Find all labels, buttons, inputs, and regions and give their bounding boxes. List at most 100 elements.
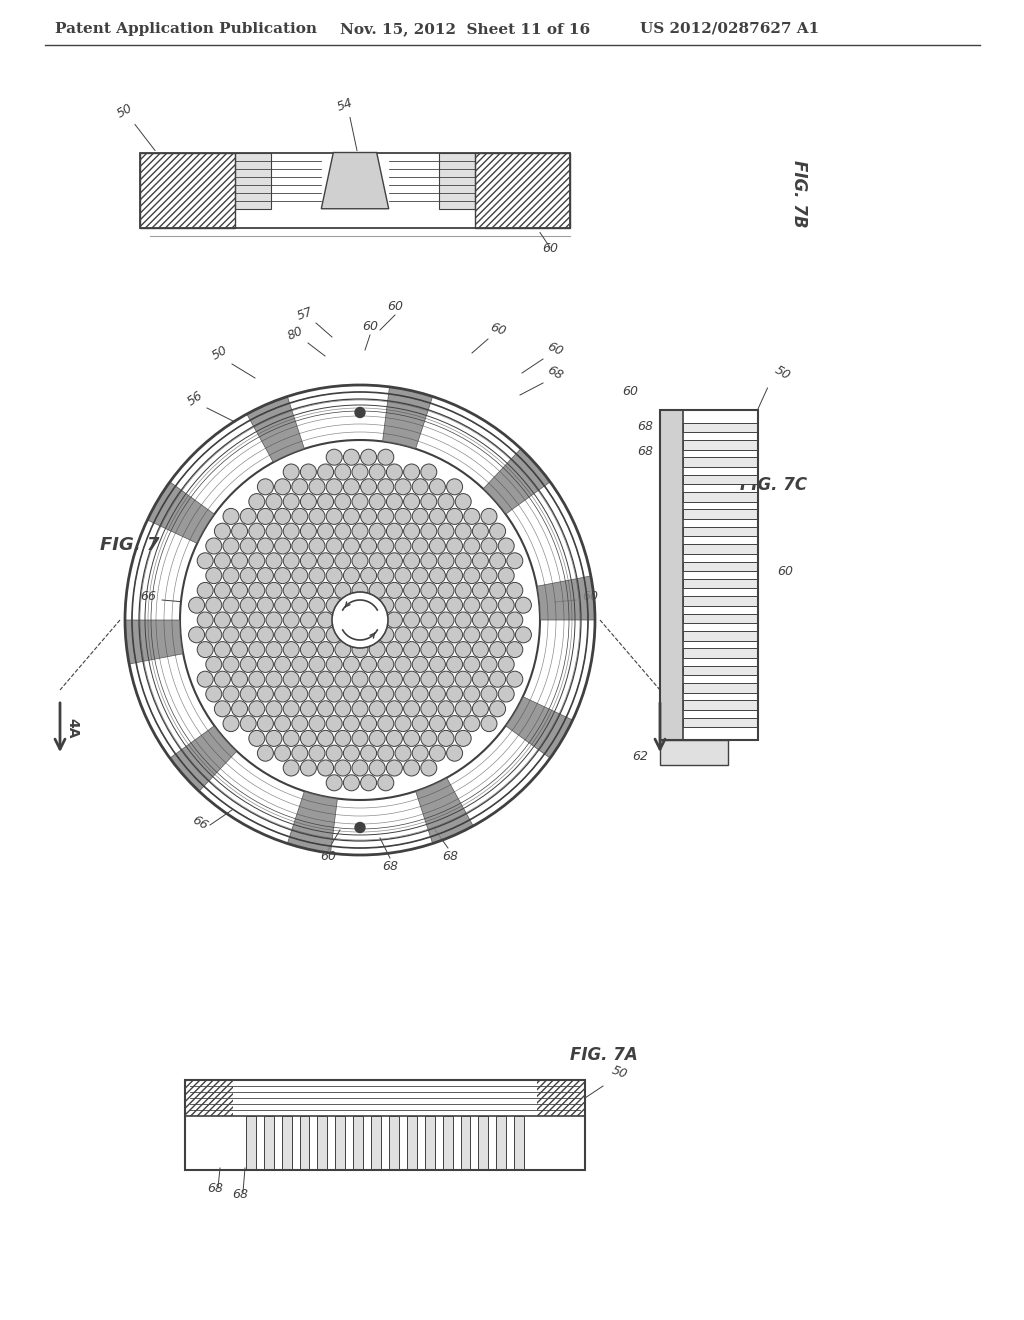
Circle shape — [429, 686, 445, 702]
Circle shape — [241, 568, 256, 583]
Circle shape — [309, 686, 325, 702]
Circle shape — [352, 730, 368, 746]
Circle shape — [489, 671, 506, 688]
Circle shape — [472, 701, 488, 717]
Circle shape — [249, 582, 265, 598]
Circle shape — [403, 701, 420, 717]
Text: 57: 57 — [295, 305, 314, 323]
Circle shape — [438, 612, 454, 628]
Circle shape — [456, 730, 471, 746]
Circle shape — [300, 553, 316, 569]
Bar — [246, 1115, 256, 1170]
Circle shape — [198, 582, 213, 598]
Circle shape — [489, 701, 506, 717]
Text: US 2012/0287627 A1: US 2012/0287627 A1 — [640, 22, 819, 36]
Circle shape — [317, 642, 334, 657]
Bar — [683, 665, 758, 676]
Circle shape — [489, 553, 506, 569]
Circle shape — [352, 494, 368, 510]
Bar — [683, 631, 758, 640]
Polygon shape — [125, 620, 183, 664]
Circle shape — [352, 523, 368, 539]
Circle shape — [481, 656, 497, 672]
Text: 60: 60 — [622, 385, 638, 399]
Circle shape — [421, 523, 437, 539]
Circle shape — [249, 730, 265, 746]
Circle shape — [274, 656, 291, 672]
Circle shape — [378, 597, 394, 614]
Bar — [300, 1115, 309, 1170]
Circle shape — [378, 656, 394, 672]
Circle shape — [284, 582, 299, 598]
Circle shape — [317, 671, 334, 688]
Circle shape — [395, 715, 411, 731]
Polygon shape — [483, 449, 550, 515]
Text: 68: 68 — [637, 420, 653, 433]
Bar — [461, 1115, 470, 1170]
Circle shape — [249, 553, 265, 569]
Circle shape — [395, 656, 411, 672]
Circle shape — [214, 642, 230, 657]
Circle shape — [378, 479, 394, 495]
Circle shape — [438, 730, 454, 746]
Circle shape — [472, 671, 488, 688]
Polygon shape — [247, 396, 304, 462]
Circle shape — [413, 479, 428, 495]
Circle shape — [456, 671, 471, 688]
Circle shape — [266, 523, 282, 539]
Circle shape — [257, 746, 273, 762]
Circle shape — [456, 523, 471, 539]
Circle shape — [343, 746, 359, 762]
Circle shape — [257, 539, 273, 554]
Circle shape — [395, 479, 411, 495]
Text: Patent Application Publication: Patent Application Publication — [55, 22, 317, 36]
Circle shape — [284, 612, 299, 628]
Circle shape — [274, 686, 291, 702]
Circle shape — [360, 539, 377, 554]
Circle shape — [327, 656, 342, 672]
Circle shape — [507, 612, 523, 628]
Circle shape — [472, 523, 488, 539]
Circle shape — [198, 642, 213, 657]
Bar — [317, 1115, 328, 1170]
Circle shape — [360, 715, 377, 731]
Circle shape — [206, 597, 222, 614]
Circle shape — [413, 597, 428, 614]
Circle shape — [429, 746, 445, 762]
Text: 4A: 4A — [665, 718, 679, 738]
Text: 68: 68 — [545, 364, 565, 383]
Bar — [140, 153, 234, 227]
Circle shape — [327, 627, 342, 643]
Circle shape — [464, 597, 480, 614]
Circle shape — [421, 553, 437, 569]
Circle shape — [343, 539, 359, 554]
Circle shape — [249, 671, 265, 688]
Circle shape — [386, 465, 402, 480]
Text: 68: 68 — [637, 445, 653, 458]
Circle shape — [241, 508, 256, 524]
Bar — [442, 1115, 453, 1170]
Circle shape — [300, 671, 316, 688]
Circle shape — [481, 597, 497, 614]
Circle shape — [378, 539, 394, 554]
Circle shape — [284, 730, 299, 746]
Circle shape — [386, 612, 402, 628]
Circle shape — [214, 671, 230, 688]
Bar — [282, 1115, 292, 1170]
Circle shape — [370, 523, 385, 539]
Circle shape — [489, 642, 506, 657]
Polygon shape — [147, 482, 214, 544]
Circle shape — [360, 508, 377, 524]
Circle shape — [464, 568, 480, 583]
Circle shape — [274, 715, 291, 731]
Circle shape — [284, 553, 299, 569]
Circle shape — [266, 612, 282, 628]
Bar — [140, 153, 570, 227]
Circle shape — [292, 715, 308, 731]
Circle shape — [438, 701, 454, 717]
Circle shape — [360, 479, 377, 495]
Circle shape — [274, 479, 291, 495]
Circle shape — [481, 568, 497, 583]
Circle shape — [438, 523, 454, 539]
Circle shape — [214, 523, 230, 539]
